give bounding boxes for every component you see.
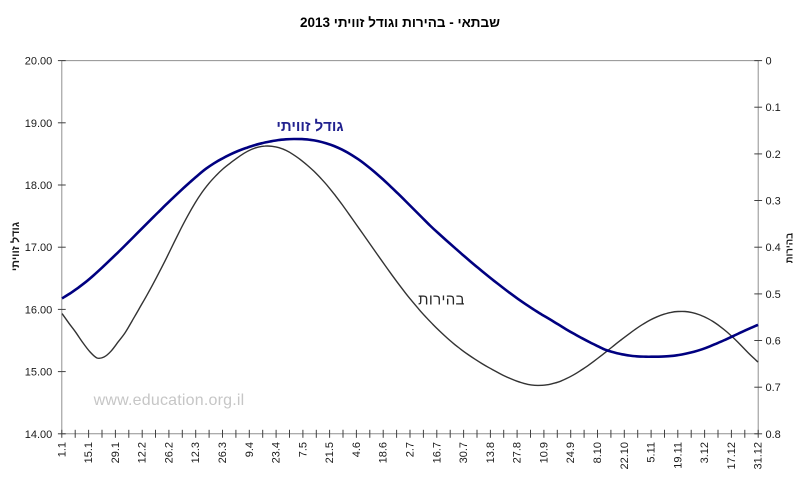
svg-text:10.9: 10.9 xyxy=(538,442,550,463)
svg-text:0.5: 0.5 xyxy=(766,289,781,301)
svg-text:2.7: 2.7 xyxy=(405,442,417,457)
svg-text:16.00: 16.00 xyxy=(25,304,53,316)
svg-text:20.00: 20.00 xyxy=(25,56,53,68)
svg-text:5.11: 5.11 xyxy=(646,442,658,463)
svg-text:0.3: 0.3 xyxy=(766,196,781,208)
svg-text:0.7: 0.7 xyxy=(766,382,781,394)
svg-text:19.11: 19.11 xyxy=(672,442,684,469)
svg-text:4.6: 4.6 xyxy=(351,442,363,457)
svg-text:www.education.org.il: www.education.org.il xyxy=(93,392,245,409)
svg-text:23.4: 23.4 xyxy=(271,442,283,463)
svg-text:17.00: 17.00 xyxy=(25,242,53,254)
svg-text:18.00: 18.00 xyxy=(25,180,53,192)
svg-text:22.10: 22.10 xyxy=(619,442,631,470)
svg-text:8.10: 8.10 xyxy=(592,442,604,463)
svg-text:30.7: 30.7 xyxy=(458,442,470,463)
svg-text:גודל זוויתי: גודל זוויתי xyxy=(9,222,22,271)
svg-text:3.12: 3.12 xyxy=(699,442,711,463)
svg-text:0.2: 0.2 xyxy=(766,149,781,161)
svg-text:0: 0 xyxy=(766,56,772,68)
svg-text:1.1: 1.1 xyxy=(56,442,68,457)
svg-text:בהירות: בהירות xyxy=(418,292,465,309)
svg-text:12.2: 12.2 xyxy=(137,442,149,463)
svg-text:15.00: 15.00 xyxy=(25,367,53,379)
svg-text:24.9: 24.9 xyxy=(565,442,577,463)
svg-text:בהירות: בהירות xyxy=(785,233,796,264)
svg-text:14.00: 14.00 xyxy=(25,429,53,441)
svg-text:16.7: 16.7 xyxy=(431,442,443,463)
svg-text:13.8: 13.8 xyxy=(485,442,497,463)
svg-text:31.12: 31.12 xyxy=(753,442,765,470)
svg-text:26.3: 26.3 xyxy=(217,442,229,463)
svg-text:18.6: 18.6 xyxy=(378,442,390,463)
svg-text:שבתאי - בהירות וגודל זוויתי 20: שבתאי - בהירות וגודל זוויתי 2013 xyxy=(300,15,500,30)
svg-text:21.5: 21.5 xyxy=(324,442,336,463)
svg-text:27.8: 27.8 xyxy=(512,442,524,463)
svg-text:0.6: 0.6 xyxy=(766,336,781,348)
svg-text:19.00: 19.00 xyxy=(25,118,53,130)
svg-text:7.5: 7.5 xyxy=(297,442,309,457)
svg-text:12.3: 12.3 xyxy=(190,442,202,463)
svg-text:17.12: 17.12 xyxy=(726,442,738,470)
svg-text:0.1: 0.1 xyxy=(766,102,781,114)
svg-text:גודל זוויתי: גודל זוויתי xyxy=(276,118,343,135)
svg-text:26.2: 26.2 xyxy=(163,442,175,463)
svg-text:29.1: 29.1 xyxy=(110,442,122,463)
svg-text:15.1: 15.1 xyxy=(83,442,95,463)
svg-text:0.4: 0.4 xyxy=(766,242,781,254)
svg-text:0.8: 0.8 xyxy=(766,429,781,441)
svg-text:9.4: 9.4 xyxy=(244,442,256,457)
